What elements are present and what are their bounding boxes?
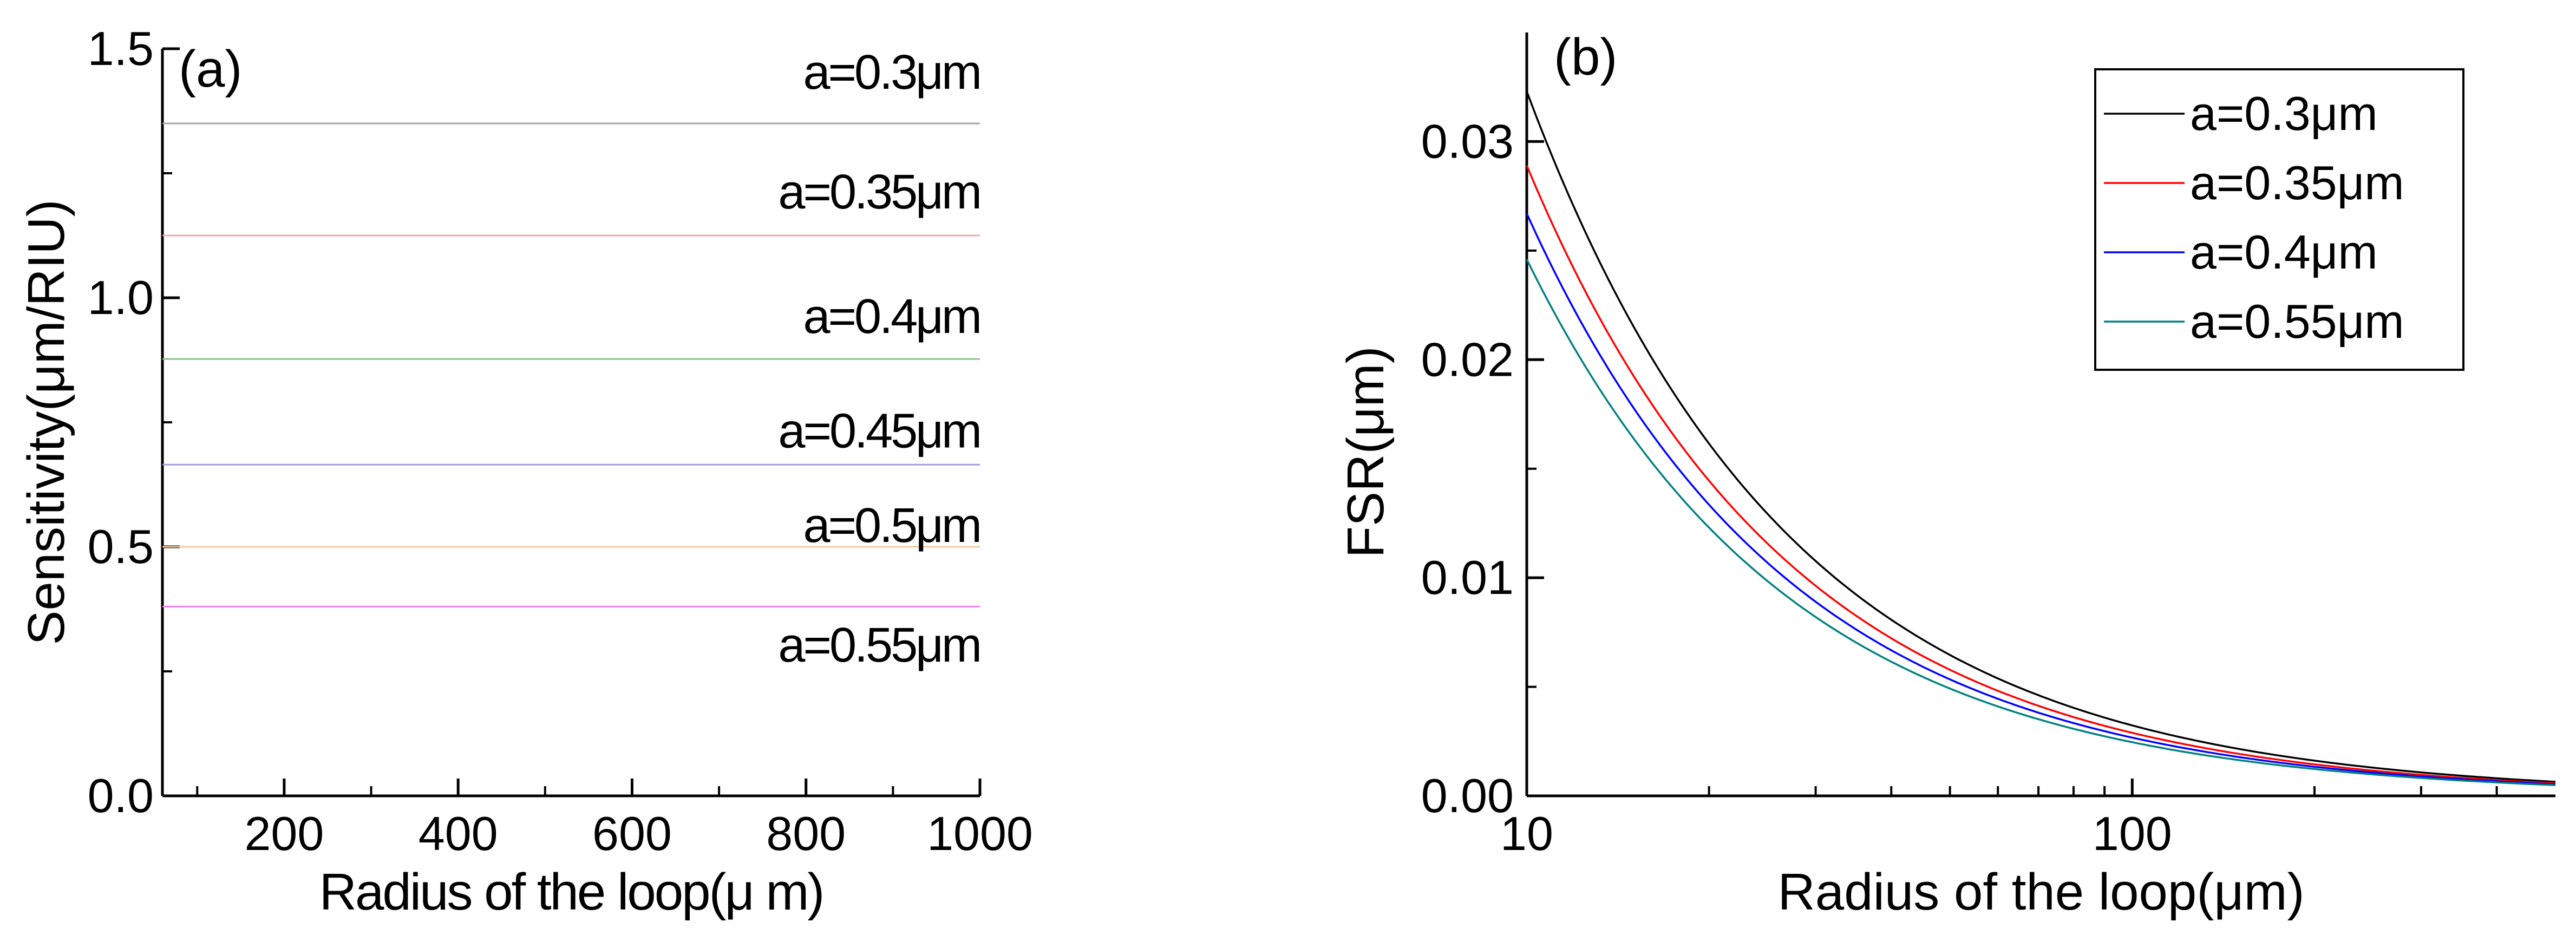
legend-label: a=0.4μm — [2190, 225, 2378, 279]
y-tick-label: 0.01 — [1421, 551, 1514, 604]
y-tick-label: 0.0 — [88, 769, 154, 822]
curve-label: a=0.3μm — [803, 45, 980, 100]
panel-b: 0.00 0.01 0.02 0.03 10 100 a=0.3μm a=0.35μm a=0.… — [1337, 28, 2556, 921]
curve-label: a=0.35μm — [778, 165, 980, 219]
series-curve — [1526, 91, 2556, 783]
x-tick-label: 600 — [592, 807, 672, 860]
x-tick-label: 1000 — [927, 807, 1033, 860]
x-tick-label: 200 — [244, 807, 324, 860]
y-tick-label: 0.00 — [1421, 769, 1514, 822]
series-curve — [1526, 213, 2556, 786]
legend-label: a=0.55μm — [2190, 295, 2404, 348]
y-tick-label: 1.0 — [88, 271, 154, 324]
curve-label: a=0.4μm — [803, 290, 980, 344]
x-tick-label: 10 — [1500, 807, 1553, 860]
x-tick-label: 400 — [419, 807, 498, 860]
curve-label: a=0.5μm — [803, 499, 980, 553]
y-axis-title: Sensitivity(μm/RIU) — [17, 199, 75, 645]
curve-label: a=0.55μm — [778, 618, 980, 672]
x-axis-title: Radius of the loop(μm) — [1777, 863, 2304, 921]
y-tick-label: 1.5 — [88, 22, 154, 75]
panel-label: (b) — [1554, 28, 1617, 86]
y-axis-title: FSR(μm) — [1337, 346, 1395, 558]
x-axis-title: Radius of the loop(μ m) — [319, 863, 823, 921]
series-curve — [1526, 165, 2556, 784]
legend-box — [2094, 68, 2464, 371]
y-tick-label: 0.02 — [1421, 332, 1514, 386]
x-tick-label: 100 — [2093, 807, 2172, 860]
panel-label: (a) — [179, 40, 242, 98]
legend-label: a=0.35μm — [2190, 156, 2404, 210]
y-tick-label: 0.5 — [88, 520, 154, 573]
y-tick-label: 0.03 — [1421, 114, 1514, 168]
series-curve — [1526, 259, 2556, 786]
curve-label: a=0.45μm — [778, 404, 980, 458]
legend-label: a=0.3μm — [2190, 87, 2378, 140]
panel-a: 0.0 0.5 1.0 1.5 200 400 600 800 1000 a=0.3μm a=0.3… — [17, 22, 1033, 921]
x-tick-label: 800 — [766, 807, 846, 860]
